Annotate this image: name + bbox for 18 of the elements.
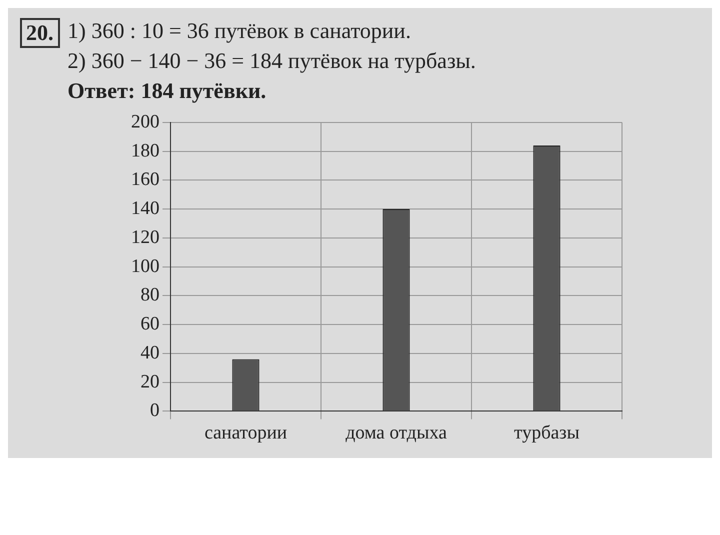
y-tick-label: 100	[131, 256, 160, 277]
y-tick-label: 80	[140, 284, 160, 306]
chart-title: 20.	[20, 18, 60, 48]
text: Ответ: 184 путёвки.	[68, 78, 268, 104]
x-tick-label: турбазы	[514, 422, 580, 444]
y-tick-label: 180	[131, 140, 160, 162]
text: 1) 360 : 10 = 36 путёвок в санатории.	[68, 18, 412, 44]
y-tick-label: 0	[150, 400, 160, 422]
y-tick-label: 120	[131, 226, 160, 248]
text: 2) 360 − 140 − 36 = 184 путёвок на турбазы.	[68, 48, 476, 74]
y-tick-label: 20	[140, 371, 160, 392]
y-tick-label: 200	[131, 111, 160, 132]
x-tick-label: санатории	[204, 422, 288, 444]
y-tick-label: 60	[140, 314, 160, 335]
x-tick-label: дома отдыха	[346, 422, 448, 444]
y-tick-label: 40	[140, 342, 160, 364]
y-tick-label: 140	[131, 198, 160, 220]
y-tick-label: 160	[131, 169, 160, 190]
